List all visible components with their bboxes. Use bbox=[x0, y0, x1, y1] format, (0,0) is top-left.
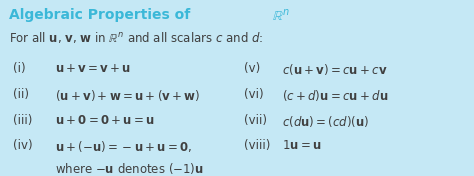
Text: (v): (v) bbox=[244, 62, 272, 76]
Text: $c(d\mathbf{u}) = (cd)(\mathbf{u})$: $c(d\mathbf{u}) = (cd)(\mathbf{u})$ bbox=[282, 114, 370, 128]
Text: where $-\mathbf{u}$ denotes $(-1)\mathbf{u}$: where $-\mathbf{u}$ denotes $(-1)\mathbf… bbox=[55, 161, 203, 176]
Text: (vii): (vii) bbox=[244, 114, 271, 127]
Text: (ii): (ii) bbox=[13, 88, 37, 101]
Text: For all $\mathbf{u}$, $\mathbf{v}$, $\mathbf{w}$ in $\mathbb{R}^n$ and all scala: For all $\mathbf{u}$, $\mathbf{v}$, $\ma… bbox=[9, 30, 263, 45]
Text: $\mathbb{R}^n$: $\mathbb{R}^n$ bbox=[272, 8, 290, 24]
Text: $c(\mathbf{u} + \mathbf{v}) = c\mathbf{u} + c\mathbf{v}$: $c(\mathbf{u} + \mathbf{v}) = c\mathbf{u… bbox=[282, 62, 388, 77]
Text: (viii): (viii) bbox=[244, 139, 271, 152]
Text: (i): (i) bbox=[13, 62, 37, 76]
Text: $1\mathbf{u} = \mathbf{u}$: $1\mathbf{u} = \mathbf{u}$ bbox=[282, 139, 321, 152]
Text: $(c + d)\mathbf{u} = c\mathbf{u} + d\mathbf{u}$: $(c + d)\mathbf{u} = c\mathbf{u} + d\mat… bbox=[282, 88, 388, 103]
Text: $\mathbf{u} + \mathbf{v} = \mathbf{v} + \mathbf{u}$: $\mathbf{u} + \mathbf{v} = \mathbf{v} + … bbox=[55, 62, 131, 76]
Text: $\mathbf{u} + (-\mathbf{u}) = -\mathbf{u} + \mathbf{u} = \mathbf{0},$: $\mathbf{u} + (-\mathbf{u}) = -\mathbf{u… bbox=[55, 139, 192, 154]
Text: (iv): (iv) bbox=[13, 139, 40, 152]
Text: (vi): (vi) bbox=[244, 88, 271, 101]
Text: (iii): (iii) bbox=[13, 114, 36, 127]
Text: $\mathbf{u} + \mathbf{0} = \mathbf{0} + \mathbf{u} = \mathbf{u}$: $\mathbf{u} + \mathbf{0} = \mathbf{0} + … bbox=[55, 114, 155, 127]
Text: $(\mathbf{u} + \mathbf{v}) + \mathbf{w} = \mathbf{u} + (\mathbf{v} + \mathbf{w}): $(\mathbf{u} + \mathbf{v}) + \mathbf{w} … bbox=[55, 88, 200, 103]
Text: Algebraic Properties of: Algebraic Properties of bbox=[9, 8, 195, 22]
